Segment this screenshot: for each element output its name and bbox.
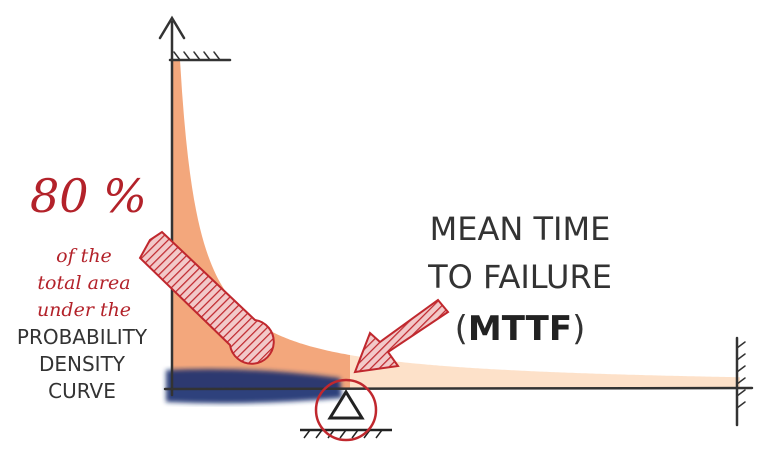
note-caps: CURVE bbox=[48, 379, 116, 403]
note-caps: DENSITY bbox=[39, 352, 126, 376]
percent-label: 80 % bbox=[30, 169, 147, 223]
note-caps: PROBABILITY bbox=[17, 325, 148, 349]
left-arrow bbox=[138, 230, 275, 365]
right-arrow bbox=[353, 298, 450, 374]
tail-area bbox=[350, 355, 740, 389]
mttf-title: MEAN TIME bbox=[430, 210, 611, 248]
axes bbox=[158, 15, 754, 427]
paren: ) bbox=[572, 309, 585, 349]
paren: ( bbox=[455, 309, 468, 349]
abbr: MTTF bbox=[468, 309, 572, 349]
note-line: total area bbox=[37, 272, 130, 294]
mttf-abbr: (MTTF) bbox=[455, 309, 586, 349]
note-line: of the bbox=[56, 245, 112, 267]
blue-band bbox=[166, 369, 342, 404]
mttf-marker bbox=[300, 378, 392, 442]
mttf-title: TO FAILURE bbox=[427, 258, 612, 296]
note-line: under the bbox=[37, 299, 131, 321]
